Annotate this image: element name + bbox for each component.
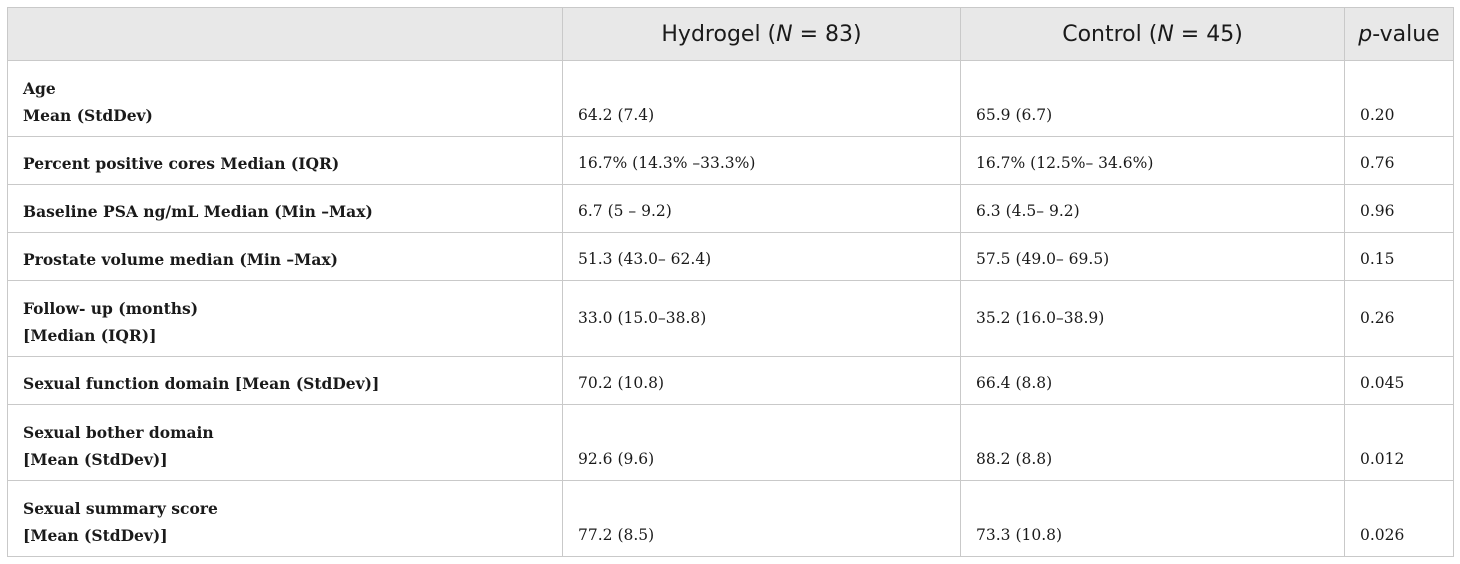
- row-label-line1: Sexual summary score: [23, 499, 218, 518]
- header-pvalue-symbol: p: [1358, 21, 1373, 47]
- hydrogel-value-cell: 92.6 (9.6): [562, 404, 961, 481]
- table-row: Prostate volume median (Min –Max) 51.3 (…: [7, 232, 1454, 281]
- row-label-line1: Sexual bother domain: [23, 423, 214, 442]
- hydrogel-value-cell: 70.2 (10.8): [562, 356, 961, 405]
- row-label-cell: Sexual function domain [Mean (StdDev)]: [7, 356, 563, 405]
- hydrogel-value-cell: 33.0 (15.0–38.8): [562, 280, 961, 357]
- header-cell-control: Control (N = 45): [960, 7, 1345, 61]
- row-label-line1: Prostate volume median (Min –Max): [23, 250, 338, 269]
- hydrogel-value-cell: 51.3 (43.0– 62.4): [562, 232, 961, 281]
- pvalue-cell: 0.15: [1344, 232, 1454, 281]
- header-cell-variable: [7, 7, 563, 61]
- table-row: Baseline PSA ng/mL Median (Min –Max) 6.7…: [7, 184, 1454, 233]
- hydrogel-value-cell: 77.2 (8.5): [562, 480, 961, 557]
- control-value-cell: 65.9 (6.7): [960, 60, 1345, 137]
- pvalue-cell: 0.76: [1344, 136, 1454, 185]
- header-cell-pvalue: p-value: [1344, 7, 1454, 61]
- header-cell-hydrogel: Hydrogel (N = 83): [562, 7, 961, 61]
- row-label-line1: Percent positive cores Median (IQR): [23, 154, 340, 173]
- control-value-cell: 88.2 (8.8): [960, 404, 1345, 481]
- row-label-line1: Baseline PSA ng/mL Median (Min –Max): [23, 202, 373, 221]
- row-label-cell: Sexual summary score [Mean (StdDev)]: [7, 480, 563, 557]
- table-row: Sexual function domain [Mean (StdDev)] 7…: [7, 356, 1454, 405]
- table-row: Sexual bother domain [Mean (StdDev)] 92.…: [7, 404, 1454, 481]
- hydrogel-value-cell: 16.7% (14.3% –33.3%): [562, 136, 961, 185]
- table-header: Hydrogel (N = 83) Control (N = 45) p-val…: [7, 7, 1454, 61]
- row-label-cell: Baseline PSA ng/mL Median (Min –Max): [7, 184, 563, 233]
- row-label-line1: Sexual function domain [Mean (StdDev)]: [23, 374, 380, 393]
- table-row: Age Mean (StdDev) 64.2 (7.4) 65.9 (6.7) …: [7, 60, 1454, 137]
- header-hydrogel-label: Hydrogel (: [661, 21, 777, 47]
- pvalue-cell: 0.012: [1344, 404, 1454, 481]
- header-row: Hydrogel (N = 83) Control (N = 45) p-val…: [7, 7, 1454, 61]
- row-label-cell: Sexual bother domain [Mean (StdDev)]: [7, 404, 563, 481]
- table-row: Percent positive cores Median (IQR) 16.7…: [7, 136, 1454, 185]
- control-value-cell: 57.5 (49.0– 69.5): [960, 232, 1345, 281]
- table-row: Sexual summary score [Mean (StdDev)] 77.…: [7, 480, 1454, 557]
- row-label-cell: Percent positive cores Median (IQR): [7, 136, 563, 185]
- control-value-cell: 6.3 (4.5– 9.2): [960, 184, 1345, 233]
- pvalue-cell: 0.96: [1344, 184, 1454, 233]
- table-body: Age Mean (StdDev) 64.2 (7.4) 65.9 (6.7) …: [7, 60, 1454, 557]
- header-pvalue-suffix: -value: [1372, 21, 1440, 47]
- row-label-line2: [Median (IQR)]: [23, 326, 157, 345]
- row-label-cell: Age Mean (StdDev): [7, 60, 563, 137]
- pvalue-cell: 0.26: [1344, 280, 1454, 357]
- row-label-line2: [Mean (StdDev)]: [23, 450, 168, 469]
- control-value-cell: 66.4 (8.8): [960, 356, 1345, 405]
- row-label-line1: Age: [23, 79, 56, 98]
- header-control-n-symbol: N: [1157, 21, 1174, 47]
- pvalue-cell: 0.045: [1344, 356, 1454, 405]
- control-value-cell: 16.7% (12.5%– 34.6%): [960, 136, 1345, 185]
- pvalue-cell: 0.20: [1344, 60, 1454, 137]
- row-label-cell: Prostate volume median (Min –Max): [7, 232, 563, 281]
- row-label-cell: Follow- up (months) [Median (IQR)]: [7, 280, 563, 357]
- row-label-line2: [Mean (StdDev)]: [23, 526, 168, 545]
- pvalue-cell: 0.026: [1344, 480, 1454, 557]
- header-control-n-value: = 45): [1173, 21, 1243, 47]
- row-label-line2: Mean (StdDev): [23, 106, 153, 125]
- control-value-cell: 35.2 (16.0–38.9): [960, 280, 1345, 357]
- control-value-cell: 73.3 (10.8): [960, 480, 1345, 557]
- header-hydrogel-n-symbol: N: [776, 21, 793, 47]
- hydrogel-value-cell: 64.2 (7.4): [562, 60, 961, 137]
- row-label-line1: Follow- up (months): [23, 299, 199, 318]
- hydrogel-value-cell: 6.7 (5 – 9.2): [562, 184, 961, 233]
- data-table: Hydrogel (N = 83) Control (N = 45) p-val…: [7, 7, 1454, 557]
- header-hydrogel-n-value: = 83): [792, 21, 862, 47]
- table-row: Follow- up (months) [Median (IQR)] 33.0 …: [7, 280, 1454, 357]
- header-control-label: Control (: [1062, 21, 1158, 47]
